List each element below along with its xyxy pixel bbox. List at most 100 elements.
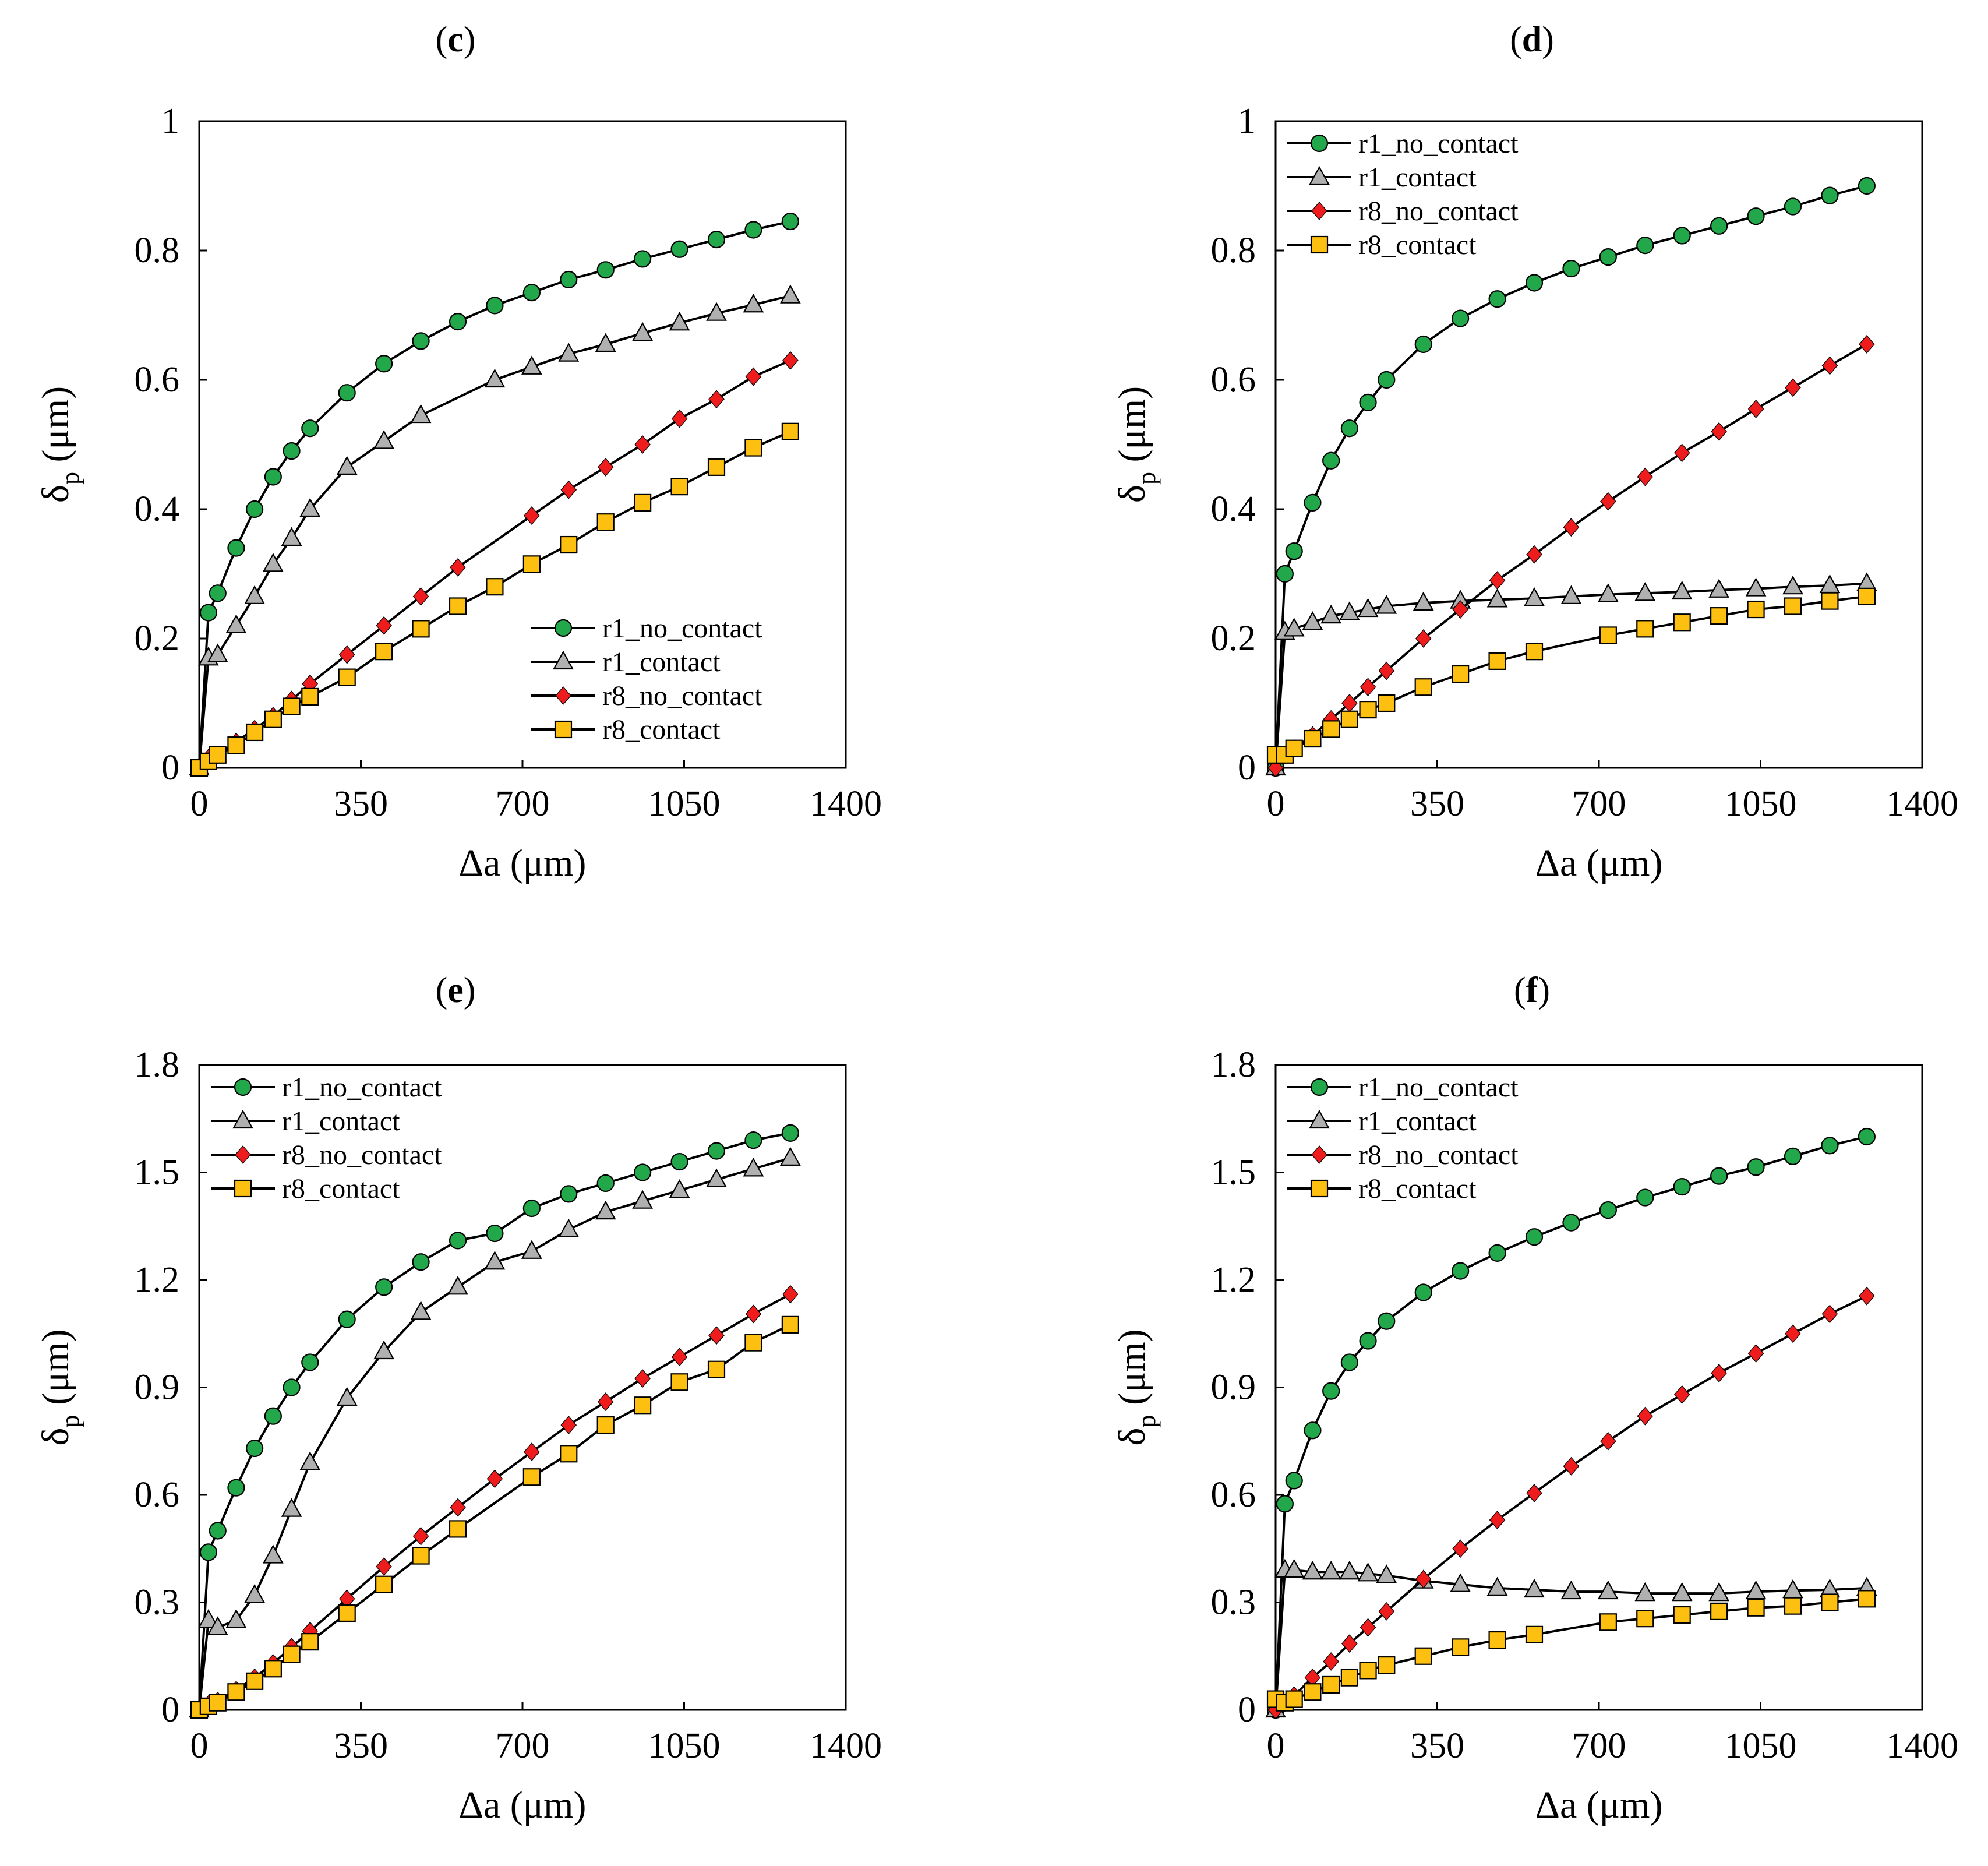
data-point [634,1163,652,1181]
data-point [1359,1662,1377,1680]
y-tick-label: 0.6 [1211,360,1256,400]
data-point [338,384,356,402]
data-point [1560,585,1582,604]
data-point [1285,1690,1303,1708]
data-point [376,616,392,635]
x-tick-label: 1050 [1725,784,1797,824]
y-tick-label: 0 [1238,748,1256,788]
data-point [706,302,727,321]
data-point [1340,419,1358,438]
data-point [706,1168,727,1187]
data-point [264,1660,282,1678]
data-point [1339,601,1360,620]
legend-label: r8_no_contact [1358,196,1519,227]
data-point [299,498,321,517]
legend-label: r1_contact [602,647,721,678]
legend-marker [1310,1078,1329,1096]
data-point [207,1616,228,1635]
data-point [524,506,540,525]
y-axis-label: δp (μm) [1111,1329,1161,1445]
series-r1_contact [1265,1558,1877,1718]
data-point [209,584,227,602]
data-point [1414,335,1432,354]
data-point [708,1326,725,1345]
legend: r1_no_contactr1_contactr8_no_contactr8_c… [1287,128,1519,260]
data-point [246,723,264,742]
x-tick-label: 1400 [1886,1726,1958,1766]
data-point [1359,393,1377,411]
data-point [1524,587,1545,606]
legend-label: r1_contact [1358,1106,1477,1137]
data-point [373,430,395,449]
data-point [1302,611,1323,630]
data-point [1782,575,1803,595]
y-tick-label: 0.3 [135,1583,180,1622]
data-point [1415,1569,1432,1589]
data-point [596,1174,615,1193]
data-point [781,1315,799,1334]
data-point [197,1609,219,1628]
panel-title: (e) [436,971,476,1010]
legend-marker [1309,1109,1330,1129]
data-point [1784,1597,1802,1615]
data-point [1323,1652,1339,1671]
data-point [1320,1560,1342,1580]
data-point [634,1369,651,1388]
data-point [1821,592,1839,610]
x-tick-label: 0 [190,784,209,824]
data-point [1302,1560,1323,1580]
panel-title: (d) [1510,20,1554,59]
data-point [486,578,504,596]
data-point [560,480,577,499]
data-point [1378,661,1395,680]
series-r1_contact [189,284,801,776]
data-point [375,1278,393,1296]
legend-label: r8_no_contact [282,1140,442,1170]
data-point [1784,597,1802,615]
legend-label: r8_contact [282,1173,400,1204]
data-point [209,1694,227,1712]
data-point [669,1179,690,1198]
data-point [1378,1312,1396,1330]
x-axis-label: Δa (μm) [459,1784,587,1826]
x-tick-label: 700 [496,1726,550,1766]
data-point [1322,1382,1340,1400]
data-point [1859,335,1875,354]
series-r1_contact [189,1147,801,1718]
data-point [1340,1669,1358,1687]
legend-marker [1310,235,1329,254]
data-point [412,332,430,350]
data-point [1525,1228,1544,1246]
data-point [1859,1286,1875,1306]
data-point [1452,600,1468,619]
data-point [669,312,690,331]
data-point [1673,227,1691,245]
panel-title: (f) [1514,971,1550,1010]
data-point [671,1348,688,1367]
data-point [301,1353,319,1371]
y-tick-label: 0 [161,748,179,788]
data-point [199,604,217,622]
data-point [283,1378,301,1396]
data-point [781,212,799,231]
data-point [336,456,358,475]
series-r1_no_contact [1266,1127,1876,1719]
data-point [1634,1582,1656,1602]
data-point [225,614,247,633]
data-point [522,1199,541,1218]
data-point [299,1451,321,1470]
data-point [283,442,301,460]
data-point [1858,1127,1876,1146]
panel-d: (d) 0 350 700 1050 1400 0 0.2 0.4 0.6 0.8 1 Δa (μm) δ… [1111,20,1958,884]
data-point [1711,1363,1727,1382]
data-point [1413,591,1434,611]
data-point [1673,613,1691,632]
data-point [227,1479,245,1497]
data-point [1747,1158,1765,1176]
series-line [1275,1597,1867,1704]
series-r1_no_contact [1266,177,1876,777]
data-point [779,1147,801,1166]
data-point [632,322,654,341]
data-point [1488,290,1506,308]
data-point [450,1498,466,1517]
